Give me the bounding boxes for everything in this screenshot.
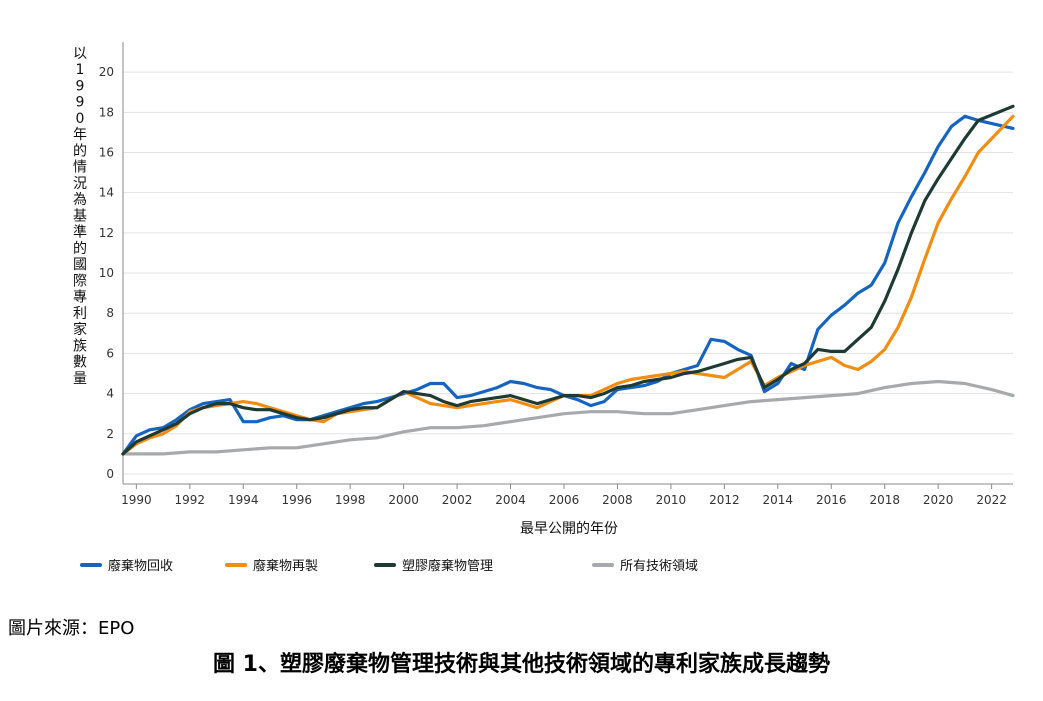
legend-item: 塑膠廢棄物管理 <box>374 559 493 574</box>
legend-item: 廢棄物再製 <box>225 559 318 574</box>
x-tick-label: 2014 <box>763 493 794 507</box>
chart: 0 2 4 6 8 10 12 14 16 18 20 1990 1992 1994 1996 1998 200… <box>73 42 1015 574</box>
y-tick-label: 8 <box>106 306 114 320</box>
legend-label: 所有技術領域 <box>620 558 698 574</box>
series-line-0 <box>121 114 1015 456</box>
legend-item: 所有技術領域 <box>592 558 698 574</box>
y-tick-label: 16 <box>99 146 114 160</box>
y-tick-label: 12 <box>99 226 114 240</box>
image-source: 圖片來源：EPO <box>8 618 135 639</box>
legend-item: 廢棄物回收 <box>80 559 173 574</box>
x-tick-label: 2016 <box>816 493 847 507</box>
axes: 0 2 4 6 8 10 12 14 16 18 20 1990 1992 1994 1996 1998 200… <box>99 42 1013 507</box>
series-line-2 <box>121 104 1015 456</box>
y-tick-label: 2 <box>106 427 114 441</box>
y-tick-label: 6 <box>106 346 114 360</box>
x-tick-label: 1998 <box>335 493 366 507</box>
y-tick-label: 0 <box>106 467 114 481</box>
series-line-3 <box>121 379 1015 456</box>
x-tick-label: 1990 <box>121 493 152 507</box>
series-lines <box>121 104 1015 456</box>
y-tick-label: 18 <box>99 105 114 119</box>
x-tick-label: 2004 <box>495 493 526 507</box>
x-tick-label: 1996 <box>281 493 312 507</box>
line-chart: 0 2 4 6 8 10 12 14 16 18 20 1990 1992 1994 1996 1998 200… <box>73 42 1015 574</box>
x-tick-label: 2006 <box>549 493 580 507</box>
y-tick-label: 20 <box>99 65 114 79</box>
x-tick-label: 1994 <box>228 493 259 507</box>
legend: 廢棄物回收 廢棄物再製 塑膠廢棄物管理 所有技術領域 <box>80 558 698 574</box>
x-tick-label: 2018 <box>869 493 900 507</box>
x-tick-label: 2008 <box>602 493 633 507</box>
y-tick-label: 10 <box>99 266 114 280</box>
x-tick-label: 1992 <box>175 493 206 507</box>
x-tick-label: 2022 <box>976 493 1007 507</box>
y-tick-label: 14 <box>99 186 114 200</box>
legend-label: 廢棄物再製 <box>253 559 318 574</box>
y-tick-label: 4 <box>106 387 114 401</box>
figure-caption: 圖 1、塑膠廢棄物管理技術與其他技術領域的專利家族成長趨勢 <box>213 652 830 677</box>
gridlines <box>123 71 1013 475</box>
y-axis-title: 以 1 9 9 0 年的情況為基準的國際專利家族數量 <box>73 46 87 387</box>
x-tick-label: 2012 <box>709 493 740 507</box>
x-axis-title: 最早公開的年份 <box>520 521 618 537</box>
x-tick-label: 2002 <box>442 493 473 507</box>
x-tick-label: 2020 <box>923 493 954 507</box>
legend-label: 塑膠廢棄物管理 <box>402 559 493 574</box>
x-tick-label: 2010 <box>656 493 687 507</box>
legend-label: 廢棄物回收 <box>108 559 173 574</box>
x-tick-label: 2000 <box>388 493 419 507</box>
series-line-1 <box>121 114 1015 456</box>
